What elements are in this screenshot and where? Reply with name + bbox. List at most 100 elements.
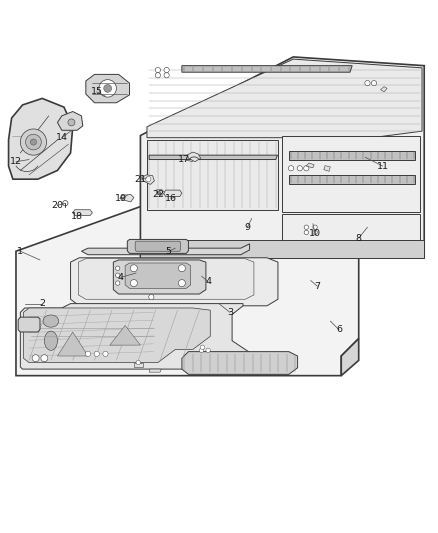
Polygon shape: [9, 99, 73, 179]
Text: 20: 20: [51, 201, 64, 210]
Circle shape: [103, 351, 108, 357]
Circle shape: [157, 191, 161, 195]
Polygon shape: [78, 259, 254, 299]
Polygon shape: [141, 240, 424, 258]
Text: 10: 10: [309, 229, 321, 238]
Ellipse shape: [43, 315, 59, 327]
Circle shape: [199, 348, 204, 352]
Text: 6: 6: [336, 325, 342, 334]
Text: 4: 4: [205, 277, 211, 286]
Text: 5: 5: [166, 247, 172, 256]
Circle shape: [371, 80, 377, 86]
Text: 9: 9: [244, 223, 251, 232]
Polygon shape: [18, 317, 40, 332]
Text: 16: 16: [165, 195, 177, 203]
Polygon shape: [20, 304, 256, 369]
Polygon shape: [283, 214, 420, 240]
Circle shape: [136, 360, 141, 365]
Polygon shape: [289, 151, 416, 159]
Circle shape: [155, 67, 160, 72]
Polygon shape: [182, 66, 352, 72]
Text: 15: 15: [91, 87, 103, 96]
Polygon shape: [324, 166, 330, 171]
Circle shape: [25, 134, 41, 150]
Text: 2: 2: [39, 299, 45, 308]
Circle shape: [116, 281, 120, 285]
Polygon shape: [381, 87, 387, 92]
Text: 1: 1: [18, 247, 23, 256]
Text: 7: 7: [314, 281, 320, 290]
Text: 3: 3: [227, 308, 233, 317]
Polygon shape: [341, 338, 359, 376]
Circle shape: [116, 273, 120, 277]
Circle shape: [297, 166, 302, 171]
Polygon shape: [23, 308, 210, 362]
Polygon shape: [73, 210, 92, 215]
Polygon shape: [110, 326, 141, 345]
Polygon shape: [283, 135, 420, 212]
Polygon shape: [149, 155, 278, 159]
Circle shape: [30, 139, 36, 145]
Text: 12: 12: [10, 157, 22, 166]
Polygon shape: [163, 190, 182, 197]
Polygon shape: [147, 59, 422, 138]
Circle shape: [365, 80, 370, 86]
Polygon shape: [71, 258, 278, 306]
Text: 11: 11: [377, 161, 389, 171]
Polygon shape: [120, 195, 134, 202]
Circle shape: [288, 166, 293, 171]
Circle shape: [85, 351, 91, 357]
Polygon shape: [16, 179, 359, 376]
Text: 17: 17: [178, 155, 190, 164]
Circle shape: [149, 294, 154, 300]
Text: 8: 8: [356, 233, 362, 243]
Polygon shape: [289, 175, 416, 183]
Polygon shape: [125, 263, 191, 288]
Ellipse shape: [44, 331, 57, 350]
Circle shape: [155, 72, 160, 78]
Polygon shape: [155, 189, 164, 195]
Polygon shape: [147, 140, 278, 210]
Text: 14: 14: [56, 133, 68, 142]
Text: 19: 19: [115, 195, 127, 203]
Circle shape: [131, 265, 138, 272]
Circle shape: [178, 265, 185, 272]
Text: 18: 18: [71, 212, 83, 221]
Circle shape: [116, 266, 120, 270]
Circle shape: [304, 230, 308, 235]
Polygon shape: [134, 364, 143, 367]
Circle shape: [304, 225, 308, 229]
Polygon shape: [306, 163, 314, 168]
Circle shape: [41, 354, 48, 362]
Circle shape: [164, 67, 169, 72]
Polygon shape: [127, 239, 188, 253]
Text: 22: 22: [152, 190, 164, 199]
Polygon shape: [142, 175, 154, 184]
Circle shape: [99, 79, 117, 97]
Circle shape: [200, 345, 205, 350]
Circle shape: [313, 230, 317, 235]
Circle shape: [68, 119, 75, 126]
Polygon shape: [81, 244, 250, 255]
Circle shape: [146, 176, 151, 182]
Circle shape: [206, 348, 210, 352]
Circle shape: [178, 280, 185, 287]
Circle shape: [164, 72, 169, 78]
Polygon shape: [57, 332, 88, 356]
Polygon shape: [187, 152, 201, 161]
Circle shape: [313, 225, 317, 229]
Circle shape: [32, 354, 39, 362]
Polygon shape: [57, 111, 83, 130]
Circle shape: [304, 166, 309, 171]
Text: 21: 21: [134, 175, 146, 184]
Polygon shape: [135, 241, 180, 251]
Polygon shape: [86, 75, 130, 103]
Polygon shape: [149, 369, 161, 372]
Circle shape: [63, 200, 68, 206]
Polygon shape: [182, 352, 297, 374]
Polygon shape: [141, 57, 424, 258]
Circle shape: [94, 351, 99, 357]
Circle shape: [104, 84, 112, 92]
Polygon shape: [113, 260, 206, 294]
Circle shape: [131, 280, 138, 287]
